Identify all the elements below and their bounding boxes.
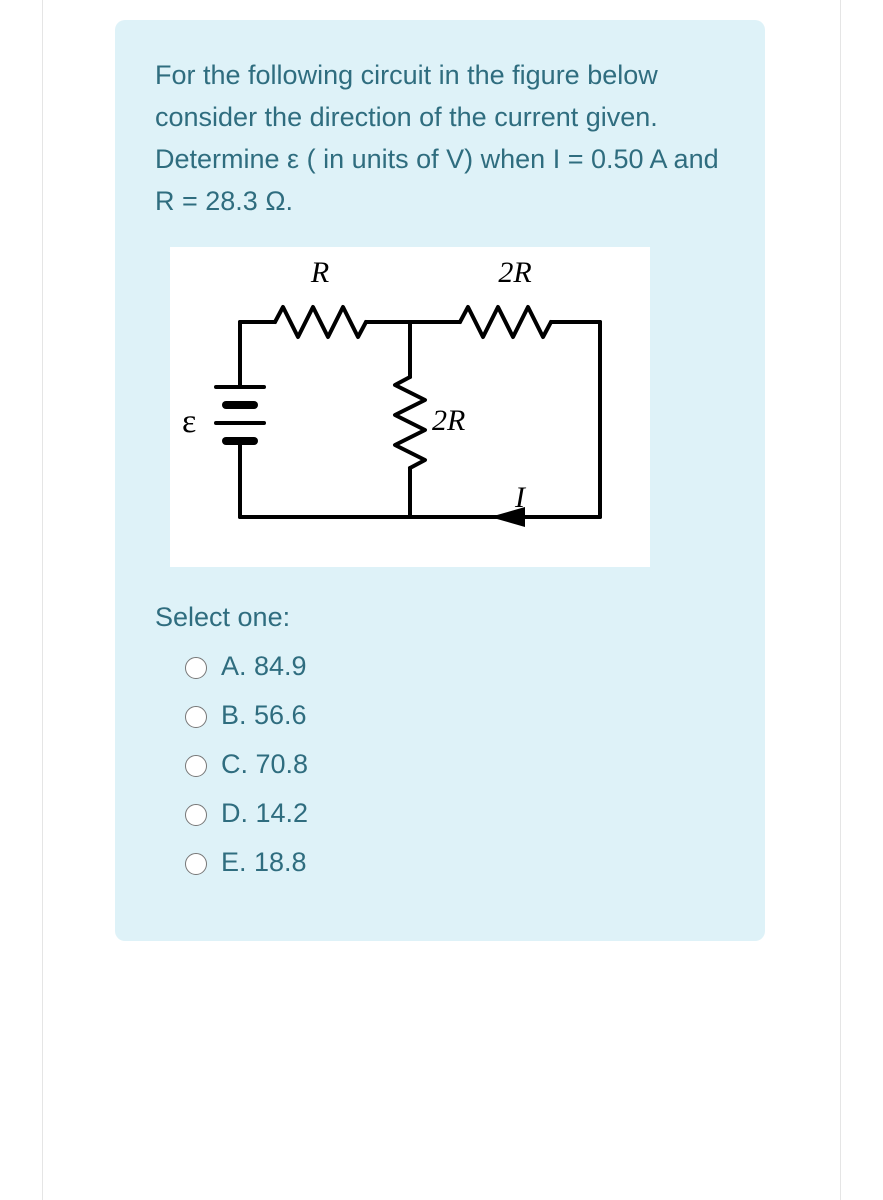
option-C-label[interactable]: C. 70.8: [221, 749, 308, 780]
radio-B[interactable]: [185, 706, 207, 728]
radio-D[interactable]: [185, 804, 207, 826]
radio-C[interactable]: [185, 755, 207, 777]
label-2R-middle: 2R: [432, 404, 465, 437]
label-emf: ε: [182, 403, 196, 440]
label-2R-top-right: 2R: [498, 256, 531, 289]
option-A[interactable]: A. 84.9: [180, 651, 725, 682]
option-E-label[interactable]: E. 18.8: [221, 847, 307, 878]
option-D[interactable]: D. 14.2: [180, 798, 725, 829]
radio-A[interactable]: [185, 657, 207, 679]
question-card: For the following circuit in the figure …: [115, 20, 765, 941]
option-D-label[interactable]: D. 14.2: [221, 798, 308, 829]
page-border-left: [42, 0, 43, 1200]
option-A-label[interactable]: A. 84.9: [221, 651, 307, 682]
select-one-label: Select one:: [155, 602, 725, 633]
option-E[interactable]: E. 18.8: [180, 847, 725, 878]
circuit-diagram: R 2R ε 2R I: [170, 247, 650, 567]
label-R-top-left: R: [310, 256, 329, 289]
current-arrow-icon: [490, 507, 525, 527]
radio-E[interactable]: [185, 853, 207, 875]
question-text: For the following circuit in the figure …: [155, 55, 725, 222]
option-B[interactable]: B. 56.6: [180, 700, 725, 731]
page-border-right: [840, 0, 841, 1200]
circuit-wires: [216, 307, 600, 517]
option-C[interactable]: C. 70.8: [180, 749, 725, 780]
option-B-label[interactable]: B. 56.6: [221, 700, 307, 731]
